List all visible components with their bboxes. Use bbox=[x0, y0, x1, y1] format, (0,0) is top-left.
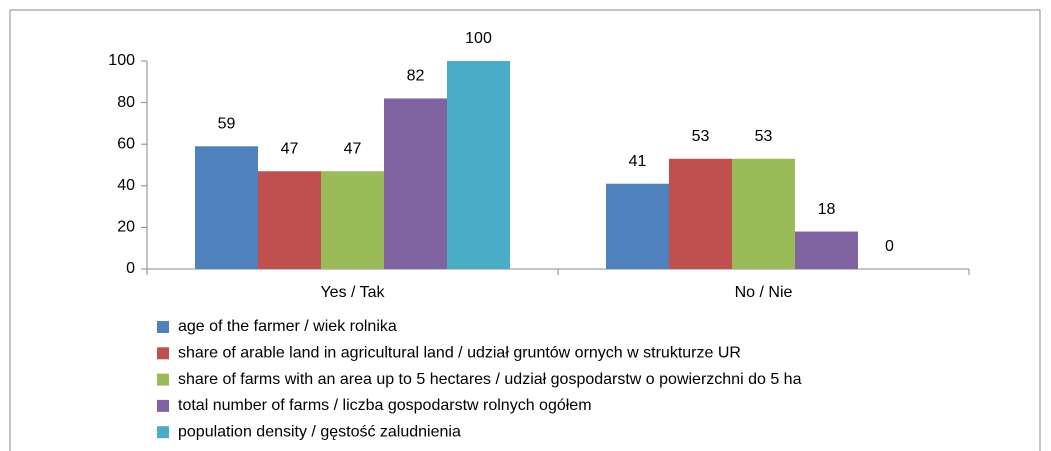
data-label: 100 bbox=[465, 30, 492, 47]
legend-swatch bbox=[157, 399, 169, 412]
x-tick-label: Yes / Tak bbox=[320, 284, 385, 301]
legend-swatch bbox=[157, 373, 169, 386]
y-tick-label: 0 bbox=[126, 260, 135, 277]
y-tick-label: 80 bbox=[117, 94, 135, 111]
bar bbox=[606, 183, 669, 269]
bar bbox=[447, 61, 510, 269]
y-tick-label: 20 bbox=[117, 219, 135, 236]
data-label: 18 bbox=[818, 201, 836, 218]
bar bbox=[669, 158, 732, 269]
data-label: 0 bbox=[885, 238, 894, 255]
data-label: 47 bbox=[281, 140, 299, 157]
bar bbox=[321, 171, 384, 269]
bar bbox=[195, 146, 258, 269]
bar bbox=[732, 158, 795, 269]
data-label: 53 bbox=[692, 128, 710, 145]
y-tick-label: 100 bbox=[108, 52, 135, 69]
legend-label: total number of farms / liczba gospodars… bbox=[178, 397, 592, 414]
data-label: 59 bbox=[218, 115, 236, 132]
legend-swatch bbox=[157, 347, 169, 360]
frame bbox=[9, 9, 1041, 451]
bar bbox=[258, 171, 321, 269]
x-tick-label: No / Nie bbox=[735, 284, 793, 301]
bar bbox=[795, 231, 858, 269]
legend-label: share of arable land in agricultural lan… bbox=[178, 345, 741, 362]
legend-label: population density / gęstość zaludnienia bbox=[178, 423, 461, 440]
legend-label: share of farms with an area up to 5 hect… bbox=[178, 371, 802, 388]
legend-label: age of the farmer / wiek rolnika bbox=[178, 318, 397, 335]
legend-swatch bbox=[157, 426, 169, 439]
bar bbox=[384, 98, 447, 269]
y-tick-label: 40 bbox=[117, 177, 135, 194]
data-label: 82 bbox=[407, 68, 425, 85]
data-label: 41 bbox=[629, 153, 647, 170]
y-tick-label: 60 bbox=[117, 135, 135, 152]
data-label: 47 bbox=[344, 140, 362, 157]
data-label: 53 bbox=[755, 128, 773, 145]
legend-swatch bbox=[157, 321, 169, 333]
